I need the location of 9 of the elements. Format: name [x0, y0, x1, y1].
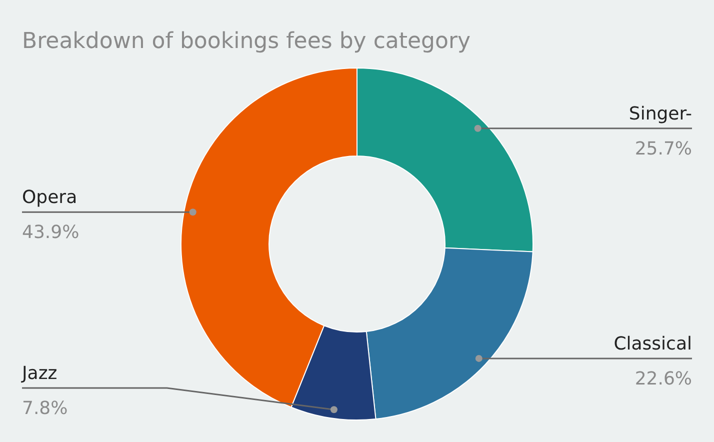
data-label: 25.7% [634, 138, 692, 160]
slice-label: Jazz [21, 363, 58, 384]
slice-label: Opera [22, 187, 78, 208]
slice-label: Singer- [628, 103, 692, 124]
chart-title: Breakdown of bookings fees by category [22, 29, 471, 54]
data-label: 7.8% [22, 398, 68, 419]
data-label: 43.9% [22, 222, 80, 244]
data-label: 22.6% [634, 368, 692, 390]
slice-label: Classical [614, 333, 692, 354]
